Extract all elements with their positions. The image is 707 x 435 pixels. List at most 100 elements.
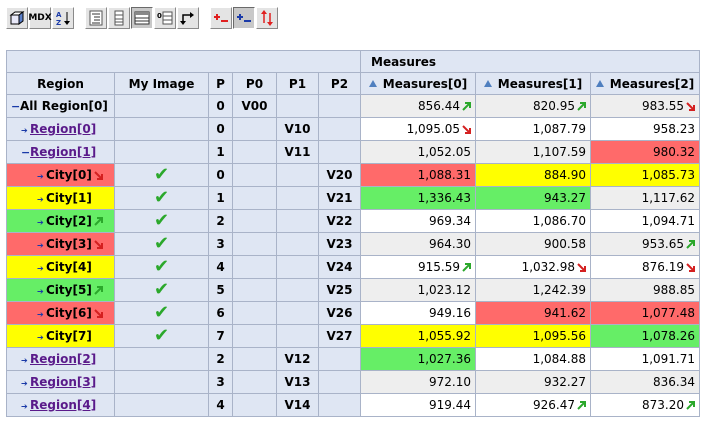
measure-value: 876.19 bbox=[642, 260, 684, 274]
expand-icon[interactable]: ➔ bbox=[37, 218, 44, 227]
measure-value: 926.47 bbox=[533, 398, 575, 412]
member-label: City[3] bbox=[46, 237, 92, 251]
checkmark-icon: ✔ bbox=[153, 210, 170, 231]
measure-cell: 943.27 bbox=[475, 186, 591, 210]
arrow-up-right-icon bbox=[462, 102, 471, 111]
arrow-down-right-icon bbox=[94, 309, 103, 318]
measure-cell: 1,052.05 bbox=[360, 140, 476, 164]
expand-icon[interactable]: ➔ bbox=[37, 241, 44, 250]
expand-icon[interactable]: ➔ bbox=[21, 356, 28, 365]
measure-value: 900.58 bbox=[544, 237, 586, 251]
sort-button[interactable]: A Z bbox=[52, 7, 74, 29]
measure-cell: 1,091.71 bbox=[590, 347, 700, 371]
swap-axes-button[interactable] bbox=[177, 7, 199, 29]
measure-cell: 919.44 bbox=[360, 393, 476, 417]
cube-navigator-button[interactable] bbox=[6, 7, 28, 29]
expand-icon[interactable]: ➔ bbox=[37, 264, 44, 273]
member-link[interactable]: Region[1] bbox=[30, 145, 97, 159]
mdx-label: MDX bbox=[28, 13, 52, 23]
expand-icon[interactable]: ➔ bbox=[21, 126, 28, 135]
region-member-cell: −All Region[0] bbox=[6, 94, 115, 118]
measure-cell: 1,077.48 bbox=[590, 301, 700, 325]
expand-icon[interactable]: ➔ bbox=[37, 310, 44, 319]
member-link[interactable]: Region[2] bbox=[30, 352, 97, 366]
swap-axes-icon bbox=[180, 12, 194, 25]
p2-cell bbox=[318, 370, 361, 394]
p1-cell bbox=[276, 163, 319, 187]
measure-cell: 1,094.71 bbox=[590, 209, 700, 233]
measure-cell: 969.34 bbox=[360, 209, 476, 233]
checkmark-icon: ✔ bbox=[153, 302, 170, 323]
expand-icon[interactable]: ➔ bbox=[37, 195, 44, 204]
sort-icon[interactable] bbox=[595, 79, 604, 87]
p1-cell bbox=[276, 301, 319, 325]
member-label: City[4] bbox=[46, 260, 92, 274]
measures-header: Measures bbox=[360, 50, 700, 73]
measure-cell: 1,095.05 bbox=[360, 117, 476, 141]
expand-icon[interactable]: ➔ bbox=[21, 402, 28, 411]
drill-position-button[interactable] bbox=[233, 7, 255, 29]
mdx-button[interactable]: MDX bbox=[28, 7, 52, 29]
p0-cell bbox=[232, 347, 277, 371]
expand-icon[interactable]: ➔ bbox=[37, 287, 44, 296]
image-cell: ✔ bbox=[114, 186, 209, 210]
measure-cell: 1,032.98 bbox=[475, 255, 591, 279]
show-parent-members-button[interactable] bbox=[85, 7, 107, 29]
measure-cell: 884.90 bbox=[475, 163, 591, 187]
member-link[interactable]: Region[4] bbox=[30, 398, 97, 412]
drill-replace-icon bbox=[261, 10, 273, 26]
p-cell: 6 bbox=[208, 301, 233, 325]
drill-member-button[interactable] bbox=[210, 7, 232, 29]
collapse-icon[interactable]: − bbox=[21, 146, 31, 159]
p1-cell bbox=[276, 209, 319, 233]
p2-header: P2 bbox=[318, 72, 361, 95]
table-row: ➔ City[2] ✔ 2 V22 969.34 1,086.70 1,094.71 bbox=[6, 209, 700, 233]
checkmark-icon: ✔ bbox=[153, 325, 170, 346]
table-row: ➔ City[6] ✔ 6 V26 949.16 941.62 1,077.48 bbox=[6, 301, 700, 325]
member-link[interactable]: Region[0] bbox=[30, 122, 97, 136]
expand-icon[interactable]: ➔ bbox=[21, 379, 28, 388]
measure-cell: 1,242.39 bbox=[475, 278, 591, 302]
measures-1-label: Measures[1] bbox=[497, 76, 583, 91]
region-member-cell: ➔ Region[0] bbox=[6, 117, 115, 141]
show-properties-button[interactable] bbox=[131, 7, 153, 29]
region-member-cell: ➔ City[1] bbox=[6, 186, 115, 210]
zero-grid-icon: 0 bbox=[157, 11, 173, 25]
p1-cell: V11 bbox=[276, 140, 319, 164]
suppress-empty-button[interactable]: 0 bbox=[154, 7, 176, 29]
arrow-up-right-icon bbox=[462, 263, 471, 272]
expand-icon[interactable]: ➔ bbox=[37, 172, 44, 181]
p2-cell: V26 bbox=[318, 301, 361, 325]
measure-cell: 980.32 bbox=[590, 140, 700, 164]
member-link[interactable]: Region[3] bbox=[30, 375, 97, 389]
p2-cell bbox=[318, 140, 361, 164]
hide-spans-button[interactable] bbox=[108, 7, 130, 29]
region-member-cell: ➔ City[0] bbox=[6, 163, 115, 187]
drill-replace-button[interactable] bbox=[256, 7, 278, 29]
measure-cell: 1,085.73 bbox=[590, 163, 700, 187]
expand-icon[interactable]: ➔ bbox=[37, 333, 44, 342]
table-row: ➔ Region[2] 2 V12 1,027.36 1,084.88 1,091.71 bbox=[6, 347, 700, 371]
measure-value: 1,095.05 bbox=[406, 122, 460, 136]
p1-cell bbox=[276, 94, 319, 118]
sort-icon[interactable] bbox=[368, 79, 377, 87]
p1-cell bbox=[276, 278, 319, 302]
measure-value: 1,107.59 bbox=[532, 145, 586, 159]
member-label: All Region[0] bbox=[20, 99, 108, 113]
measure-value: 1,242.39 bbox=[532, 283, 586, 297]
p2-cell: V24 bbox=[318, 255, 361, 279]
table-properties-icon bbox=[134, 11, 150, 25]
measure-cell: 941.62 bbox=[475, 301, 591, 325]
table-row: ➔ City[1] ✔ 1 V21 1,336.43 943.27 1,117.62 bbox=[6, 186, 700, 210]
region-member-cell: ➔ Region[3] bbox=[6, 370, 115, 394]
collapse-icon[interactable]: − bbox=[11, 100, 21, 113]
measure-value: 983.55 bbox=[642, 99, 684, 113]
measure-value: 1,091.71 bbox=[641, 352, 695, 366]
p2-cell: V21 bbox=[318, 186, 361, 210]
p2-cell: V23 bbox=[318, 232, 361, 256]
measure-cell: 1,088.31 bbox=[360, 163, 476, 187]
measures-1-header: Measures[1] bbox=[475, 72, 591, 95]
svg-text:Z: Z bbox=[56, 19, 61, 26]
sort-icon[interactable] bbox=[483, 79, 492, 87]
arrow-up-right-icon bbox=[94, 217, 103, 226]
